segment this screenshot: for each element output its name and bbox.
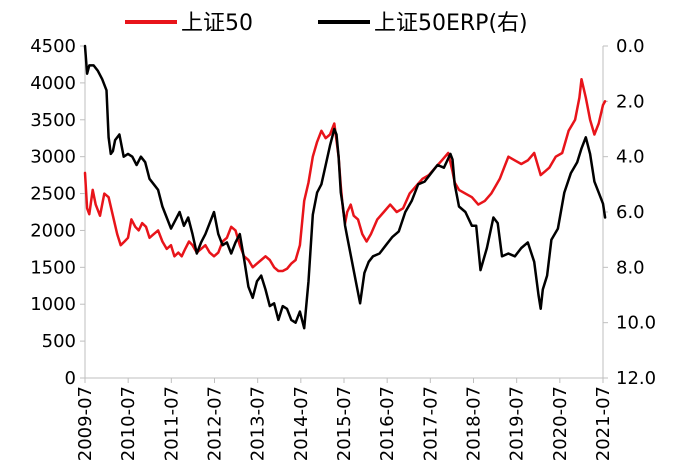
y-right-tick-label: 4.0 xyxy=(616,147,645,168)
series-layer xyxy=(83,44,607,330)
y-right-tick-label: 6.0 xyxy=(616,202,645,223)
x-tick-label: 2020-07 xyxy=(550,386,571,461)
x-tick-label: 2014-07 xyxy=(291,386,312,461)
y-left-tick-label: 4500 xyxy=(30,36,76,57)
x-tick-label: 2010-07 xyxy=(118,386,139,461)
axes: 0 500 1000 1500 2000 2500 3000 3500 4000 4500 0.0 2… xyxy=(30,36,656,461)
x-tick-label: 2021-07 xyxy=(593,386,614,461)
x-tick-label: 2015-07 xyxy=(334,386,355,461)
y-left-tick-label: 2000 xyxy=(30,220,76,241)
legend: 上证50 上证50ERP(右) xyxy=(125,11,528,36)
y-right-tick-label: 10.0 xyxy=(616,313,656,334)
y-right-tick-label: 0.0 xyxy=(616,36,645,57)
y-left-tick-label: 4000 xyxy=(30,73,76,94)
y-left-tick-label: 0 xyxy=(65,368,76,389)
series-line-shanghai50 xyxy=(83,77,607,273)
y-left-tick-label: 1500 xyxy=(30,257,76,278)
y-left-tick-label: 500 xyxy=(42,331,76,352)
y-right-tick-label: 2.0 xyxy=(616,91,645,112)
y-left-tick-label: 3000 xyxy=(30,147,76,168)
y-left-tick-label: 3500 xyxy=(30,110,76,131)
x-tick-label: 2009-07 xyxy=(75,386,96,461)
x-tick-label: 2016-07 xyxy=(377,386,398,461)
legend-label-erp: 上证50ERP(右) xyxy=(374,11,528,36)
x-tick-label: 2019-07 xyxy=(507,386,528,461)
y-left-tick-label: 1000 xyxy=(30,294,76,315)
x-tick-label: 2017-07 xyxy=(420,386,441,461)
series-line-erp xyxy=(83,44,607,330)
y-right-tick-label: 12.0 xyxy=(616,368,656,389)
y-right-tick-label: 8.0 xyxy=(616,257,645,278)
y-left-tick-label: 2500 xyxy=(30,184,76,205)
x-tick-label: 2013-07 xyxy=(248,386,269,461)
x-tick-label: 2012-07 xyxy=(205,386,226,461)
legend-label-shanghai50: 上证50 xyxy=(181,11,253,36)
x-tick-label: 2018-07 xyxy=(464,386,485,461)
x-tick-label: 2011-07 xyxy=(161,386,182,461)
